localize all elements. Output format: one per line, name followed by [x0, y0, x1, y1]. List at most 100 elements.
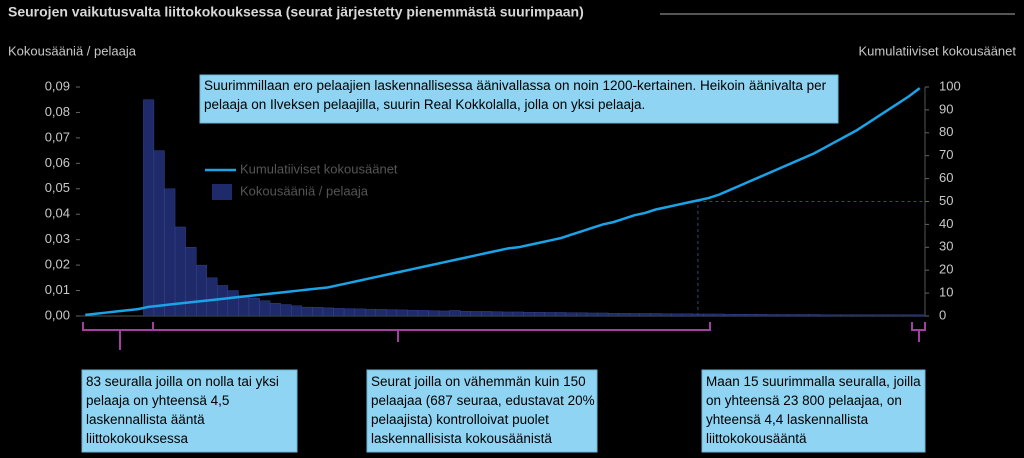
- bar: [871, 314, 883, 317]
- bar: [269, 303, 281, 317]
- bar: [491, 311, 503, 317]
- y-tick-label: 0,05: [45, 180, 70, 195]
- bar: [639, 313, 651, 317]
- legend-swatch: [212, 184, 232, 200]
- callout-text: Maan 15 suurimmalla seuralla, joilla on …: [706, 374, 921, 446]
- bar: [502, 311, 514, 317]
- annotation-box: [199, 74, 839, 124]
- bar: [227, 290, 239, 317]
- callout: Seurat joilla on vähemmän kuin 150 pelaa…: [371, 374, 595, 446]
- bar: [417, 310, 429, 317]
- bar: [481, 311, 493, 317]
- bar: [745, 314, 757, 317]
- bar: [586, 312, 598, 317]
- bar: [195, 264, 207, 317]
- bar: [629, 313, 641, 317]
- bar: [407, 309, 419, 317]
- bar: [840, 314, 852, 317]
- legend-label: Kumulatiiviset kokousäänet: [240, 161, 398, 176]
- bar: [143, 99, 155, 317]
- y2-tick-label: 60: [939, 170, 953, 185]
- legend-label: Kokousääniä / pelaaja: [240, 183, 369, 198]
- bar: [533, 311, 545, 317]
- y2-tick-label: 90: [939, 101, 953, 116]
- y-tick-label: 0,03: [45, 231, 70, 246]
- bar: [248, 297, 260, 317]
- y2-tick-label: 100: [939, 78, 961, 93]
- bar: [322, 307, 334, 317]
- bar: [396, 309, 408, 317]
- bar: [597, 312, 609, 317]
- bar: [702, 313, 714, 317]
- bar: [164, 188, 176, 317]
- bar: [470, 311, 482, 317]
- line: [85, 87, 921, 317]
- callout: Maan 15 suurimmalla seuralla, joilla on …: [706, 374, 921, 446]
- bar: [671, 313, 683, 317]
- bar: [734, 314, 746, 317]
- y-tick-label: 0,06: [45, 155, 70, 170]
- bar: [893, 314, 905, 317]
- bar: [576, 312, 588, 317]
- bar: [755, 314, 767, 317]
- y2-tick-label: 70: [939, 147, 953, 162]
- bar: [724, 314, 736, 317]
- bar: [776, 314, 788, 317]
- bar: [333, 308, 345, 317]
- bar: [301, 306, 313, 317]
- bar: [829, 314, 841, 317]
- bar: [291, 305, 303, 317]
- bar: [206, 277, 218, 317]
- bar: [153, 150, 165, 317]
- y2-tick-label: 0: [939, 307, 946, 322]
- bar: [449, 310, 461, 317]
- bar: [386, 309, 398, 317]
- bar: [681, 313, 693, 317]
- bar: [903, 314, 915, 317]
- y2-axis-title: Kumulatiiviset kokousäänet: [858, 43, 1016, 58]
- bar: [312, 307, 324, 317]
- bar: [660, 313, 672, 317]
- bar: [280, 304, 292, 317]
- bar: [523, 311, 535, 317]
- annotation: Suurimmillaan ero pelaajien laskennallis…: [204, 78, 826, 112]
- bar: [819, 314, 831, 317]
- bar: [808, 314, 820, 317]
- bar: [618, 313, 630, 317]
- bar: [544, 312, 556, 317]
- y2-tick-label: 80: [939, 124, 953, 139]
- bar: [882, 314, 894, 317]
- bar: [343, 308, 355, 317]
- bar: [438, 310, 450, 317]
- bar: [428, 310, 440, 317]
- bar: [766, 314, 778, 317]
- plot: 0,00 0,01 0,02 0,03 0,04 0,05 0,06 0,07 0,08 0,09…: [45, 78, 961, 322]
- bracket: [152, 322, 711, 342]
- bar: [555, 312, 567, 317]
- reference-line: [697, 201, 925, 316]
- bar: [650, 313, 662, 317]
- bar: [914, 314, 926, 317]
- y-tick-label: 0,07: [45, 129, 70, 144]
- bar: [364, 308, 376, 317]
- callout-text: 83 seuralla joilla on nolla tai yksi pel…: [86, 374, 279, 446]
- y2-tick-label: 50: [939, 193, 953, 208]
- chart-title: Seurojen vaikutusvalta liittokokouksessa…: [8, 4, 584, 20]
- bar: [565, 312, 577, 317]
- y-tick-label: 0,00: [45, 307, 70, 322]
- bar: [217, 285, 229, 317]
- y-axis-title: Kokousääniä / pelaaja: [8, 43, 137, 58]
- bar: [512, 311, 524, 317]
- bracket: [82, 322, 154, 350]
- y-tick-label: 0,01: [45, 282, 70, 297]
- y-tick-label: 0,04: [45, 206, 70, 221]
- y2-tick-label: 20: [939, 262, 953, 277]
- bar: [798, 314, 810, 317]
- y2-tick-label: 10: [939, 285, 953, 300]
- callout-box: [81, 369, 298, 453]
- y-tick-label: 0,08: [45, 104, 70, 119]
- callout-text: Seurat joilla on vähemmän kuin 150 pelaa…: [371, 374, 595, 446]
- y2-tick-label: 30: [939, 239, 953, 254]
- y2-tick-label: 40: [939, 216, 953, 231]
